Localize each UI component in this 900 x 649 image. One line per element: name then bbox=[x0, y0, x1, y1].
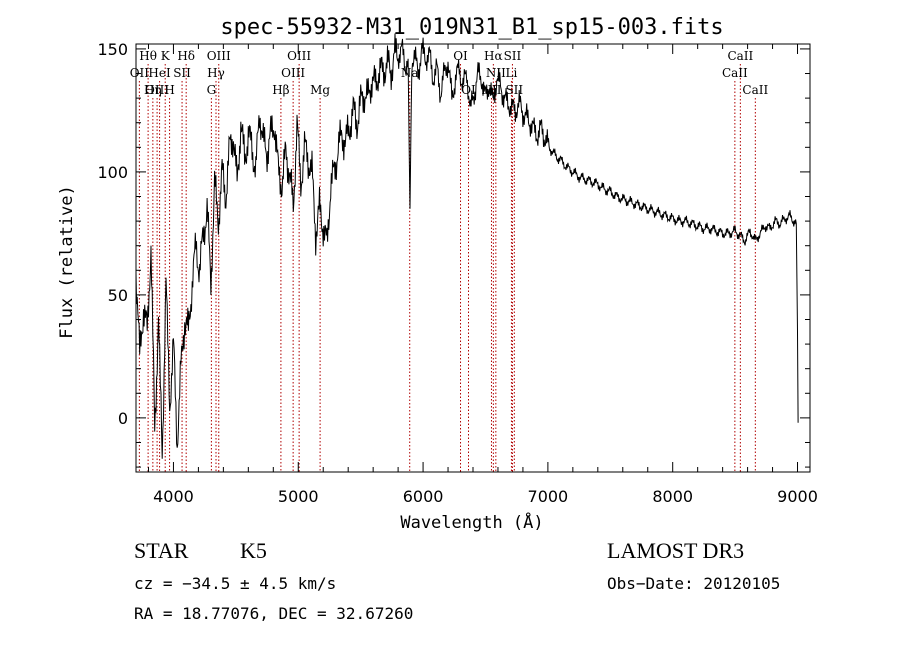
line-label-9: OIII bbox=[207, 49, 231, 63]
line-label-15: Mg bbox=[310, 83, 330, 97]
line-label-12: OIII bbox=[287, 49, 311, 63]
line-label-21: NII bbox=[486, 66, 506, 80]
line-label-10: Hγ bbox=[207, 66, 225, 80]
redshift-velocity: cz = −34.5 ± 4.5 km/s bbox=[134, 574, 337, 593]
line-label-19: Hα bbox=[484, 49, 503, 63]
line-label-1: OII bbox=[130, 66, 150, 80]
survey-name: LAMOST DR3 bbox=[607, 538, 745, 563]
line-label-13: OIII bbox=[281, 66, 305, 80]
observation-date: Obs−Date: 20120105 bbox=[607, 574, 781, 593]
axes: 4000 5000 6000 7000 8000 9000 0 50 100 150 bbox=[97, 40, 817, 506]
line-label-7: SII bbox=[173, 66, 191, 80]
plot-frame bbox=[135, 43, 811, 473]
x-tick-label-0: 4000 bbox=[153, 487, 194, 506]
line-label-6: Hδ bbox=[177, 49, 195, 63]
object-subclass: K5 bbox=[240, 538, 267, 563]
line-label-8: H bbox=[164, 83, 174, 97]
line-label-24: SII bbox=[505, 83, 523, 97]
line-label-27: CaII bbox=[742, 83, 768, 97]
x-tick-label-5: 9000 bbox=[777, 487, 818, 506]
y-tick-label-2: 100 bbox=[97, 163, 128, 182]
x-tick-label-4: 8000 bbox=[652, 487, 693, 506]
series-layer bbox=[135, 33, 799, 459]
line-label-2: OIII bbox=[145, 83, 169, 97]
x-tick-label-1: 5000 bbox=[278, 487, 319, 506]
y-axis-label: Flux (relative) bbox=[57, 185, 77, 339]
line-label-3: K bbox=[161, 49, 171, 63]
series-0 bbox=[135, 33, 799, 459]
line-label-0: Hθ bbox=[139, 49, 157, 63]
coordinates: RA = 18.77076, DEC = 32.67260 bbox=[134, 604, 414, 623]
line-label-26: CaII bbox=[722, 66, 748, 80]
line-label-16: Na bbox=[401, 66, 419, 80]
chart-title: spec-55932-M31_019N31_B1_sp15-003.fits bbox=[220, 15, 723, 40]
line-label-17: OI bbox=[453, 49, 468, 63]
line-label-22: Li bbox=[506, 66, 518, 80]
line-label-11: G bbox=[207, 83, 217, 97]
y-tick-label-1: 50 bbox=[108, 286, 128, 305]
y-tick-label-3: 150 bbox=[97, 40, 128, 59]
line-label-14: Hβ bbox=[272, 83, 289, 97]
x-tick-label-2: 6000 bbox=[403, 487, 444, 506]
line-label-18: OI bbox=[461, 83, 476, 97]
line-label-4: HeI bbox=[148, 66, 171, 80]
x-tick-label-3: 7000 bbox=[528, 487, 569, 506]
x-axis-label: Wavelength (Å) bbox=[400, 511, 543, 533]
line-label-5: Hη bbox=[144, 83, 162, 97]
line-label-25: CaII bbox=[727, 49, 753, 63]
line-label-20: SII bbox=[504, 49, 522, 63]
object-class: STAR bbox=[134, 538, 189, 563]
y-tick-label-0: 0 bbox=[118, 409, 128, 428]
